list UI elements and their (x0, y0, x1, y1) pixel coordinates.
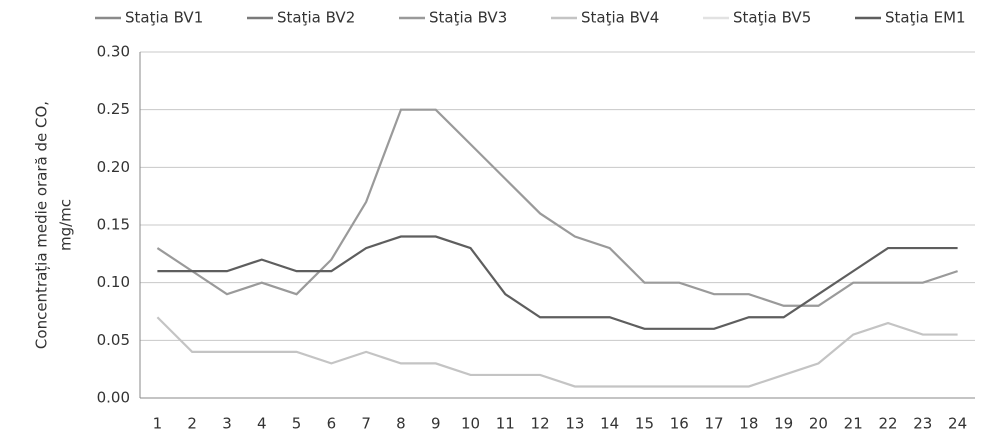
x-tick-label: 24 (948, 415, 967, 433)
x-tick-label: 3 (222, 415, 232, 433)
x-tick-label: 21 (844, 415, 863, 433)
x-tick-label: 23 (913, 415, 932, 433)
x-tick-label: 12 (531, 415, 550, 433)
x-tick-label: 16 (670, 415, 689, 433)
x-tick-label: 5 (292, 415, 302, 433)
series-line (156, 316, 958, 388)
x-tick-label: 7 (361, 415, 371, 433)
y-tick-label: 0.25 (97, 100, 130, 118)
legend-label: Staţia EM1 (885, 9, 966, 27)
x-tick-label: 1 (153, 415, 163, 433)
x-tick-label: 11 (496, 415, 515, 433)
x-tick-label: 6 (327, 415, 337, 433)
legend-label: Staţia BV3 (429, 9, 507, 27)
x-tick-label: 2 (187, 415, 197, 433)
y-tick-label: 0.30 (97, 43, 130, 61)
y-tick-label: 0.00 (97, 389, 130, 407)
y-tick-label: 0.15 (97, 216, 130, 234)
series-line (156, 108, 958, 307)
y-axis-label: Concentrația medie orară de CO, (33, 101, 51, 349)
y-tick-label: 0.10 (97, 273, 130, 291)
x-tick-label: 13 (565, 415, 584, 433)
x-tick-label: 15 (635, 415, 654, 433)
y-axis-label: mg/mc (57, 199, 75, 251)
y-tick-label: 0.20 (97, 158, 130, 176)
x-tick-label: 17 (705, 415, 724, 433)
x-tick-label: 9 (431, 415, 441, 433)
x-tick-label: 4 (257, 415, 267, 433)
x-tick-label: 8 (396, 415, 406, 433)
x-tick-label: 20 (809, 415, 828, 433)
legend-label: Staţia BV4 (581, 9, 659, 27)
legend-label: Staţia BV1 (125, 9, 203, 27)
x-tick-label: 22 (878, 415, 897, 433)
series-line (157, 235, 958, 330)
x-tick-label: 19 (774, 415, 793, 433)
x-tick-label: 18 (739, 415, 758, 433)
y-tick-label: 0.05 (97, 331, 130, 349)
x-tick-label: 10 (461, 415, 480, 433)
legend-label: Staţia BV2 (277, 9, 355, 27)
legend-label: Staţia BV5 (733, 9, 811, 27)
x-tick-label: 14 (600, 415, 619, 433)
